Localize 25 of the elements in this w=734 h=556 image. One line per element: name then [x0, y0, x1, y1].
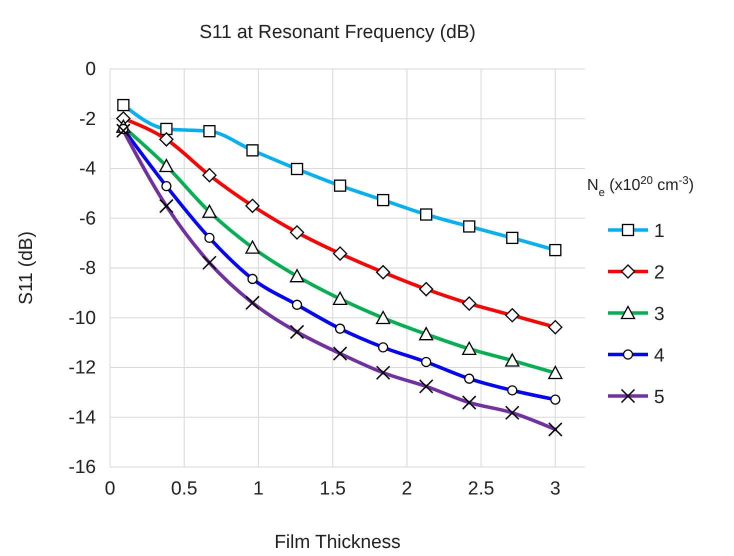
- legend-label: 3: [654, 304, 665, 325]
- x-tick-label: 1.5: [319, 478, 346, 500]
- y-tick-label: -12: [68, 358, 96, 379]
- y-tick-label: -14: [68, 407, 96, 428]
- legend-label: 4: [654, 346, 665, 366]
- x-tick-label: 3: [550, 478, 561, 500]
- y-tick-label: -6: [79, 208, 96, 230]
- x-tick-label: 0: [104, 478, 116, 500]
- legend-label: 1: [654, 221, 665, 242]
- y-tick-label: 0: [85, 59, 96, 80]
- x-tick-label: 2: [402, 478, 412, 500]
- y-tick-label: -8: [79, 258, 96, 280]
- x-tick-label: 1: [253, 478, 264, 500]
- y-axis-title: S11 (dB): [16, 231, 37, 305]
- y-tick-label: -2: [79, 108, 96, 130]
- x-tick-label: 0.5: [171, 478, 198, 500]
- x-axis-title: Film Thickness: [274, 532, 401, 553]
- y-tick-label: -16: [68, 457, 96, 478]
- legend-label: 5: [654, 387, 665, 408]
- legend-label: 2: [654, 262, 665, 284]
- y-tick-label: -10: [68, 308, 96, 329]
- legend-title: N$_{e}$ (x10$^{20}$ cm$^{-3}$): [587, 175, 694, 199]
- y-tick-label: -4: [79, 158, 96, 180]
- chart-title: S11 at Resonant Frequency (dB): [199, 22, 476, 43]
- x-tick-label: 2.5: [468, 478, 494, 500]
